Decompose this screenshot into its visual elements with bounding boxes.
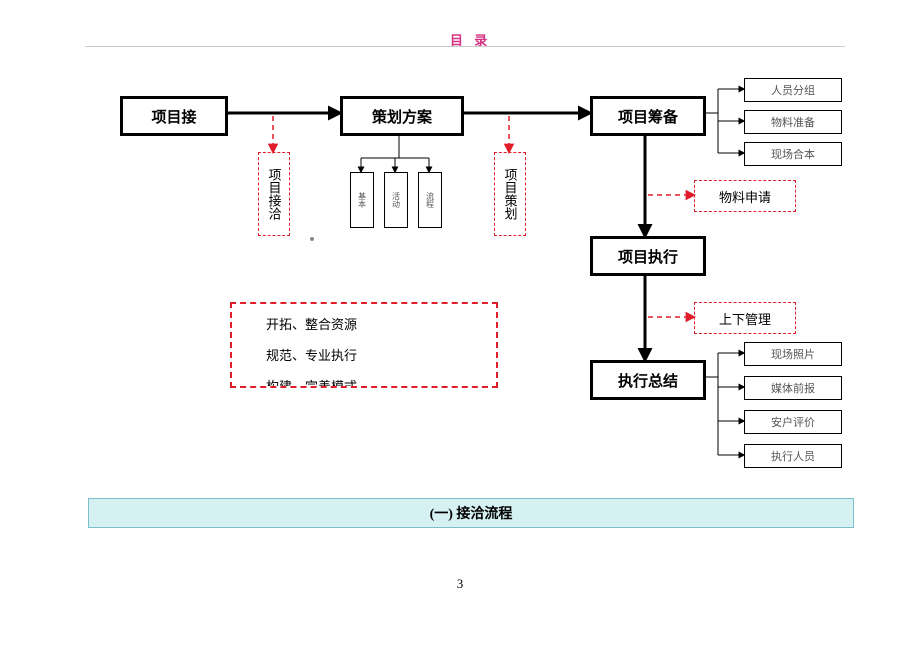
motto-box: 开拓、整合资源规范、专业执行构建、完善模式 (230, 302, 498, 388)
page-number: 3 (0, 576, 920, 592)
plan-sub-1: 活动 (384, 172, 408, 228)
motto-line: 规范、专业执行 (266, 345, 357, 364)
flow-node-n3: 项目筹备 (590, 96, 706, 136)
diagram-canvas: 目 录 项目接策划方案项目筹备项目执行执行总结人员分组物料准备现场合本现场照片媒… (0, 0, 920, 651)
flow-node-n5: 执行总结 (590, 360, 706, 400)
side-node-3: 现场照片 (744, 342, 842, 366)
side-node-4: 媒体前报 (744, 376, 842, 400)
side-node-2: 现场合本 (744, 142, 842, 166)
flow-node-n1: 项目接 (120, 96, 228, 136)
dashed-side-1: 上下管理 (694, 302, 796, 334)
header-rule (85, 46, 845, 47)
plan-sub-2: 流程 (418, 172, 442, 228)
bullet-dot (310, 237, 314, 241)
motto-line: 构建、完善模式 (266, 376, 357, 388)
side-node-6: 执行人员 (744, 444, 842, 468)
section-bar-label: (一) 接洽流程 (430, 503, 513, 523)
flow-node-n2: 策划方案 (340, 96, 464, 136)
vertical-dashed-1: 项目策划 (494, 152, 526, 236)
vertical-dashed-0: 项目接洽 (258, 152, 290, 236)
dashed-side-0: 物料申请 (694, 180, 796, 212)
section-bar: (一) 接洽流程 (88, 498, 854, 528)
side-node-5: 安户评价 (744, 410, 842, 434)
motto-line: 开拓、整合资源 (266, 314, 357, 333)
side-node-0: 人员分组 (744, 78, 842, 102)
side-node-1: 物料准备 (744, 110, 842, 134)
flow-node-n4: 项目执行 (590, 236, 706, 276)
plan-sub-0: 基本 (350, 172, 374, 228)
